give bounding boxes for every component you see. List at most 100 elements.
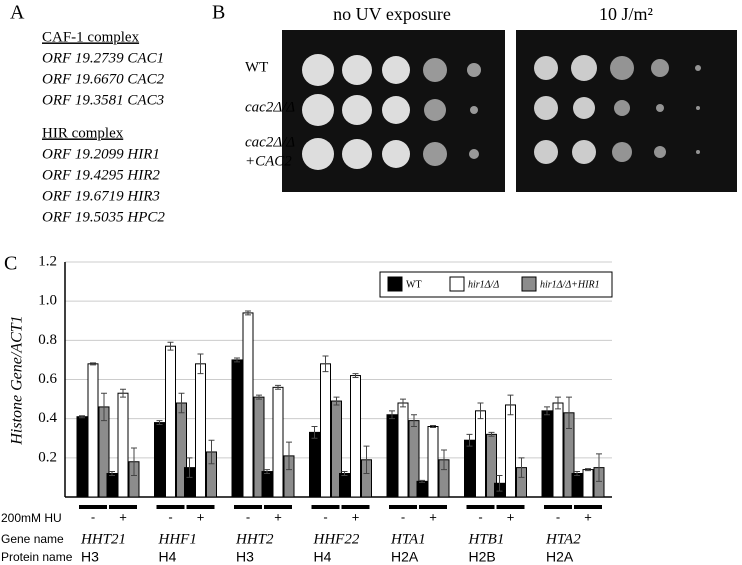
error-bar: [101, 392, 107, 422]
column-label: no UV exposure: [333, 4, 451, 24]
error-bar: [90, 362, 96, 366]
error-bar: [286, 441, 292, 471]
colony-spot: [612, 142, 632, 162]
error-bar: [507, 394, 514, 416]
x-tick-label: -: [556, 509, 560, 524]
x-tick-label: -: [246, 509, 250, 524]
colony-spot: [696, 150, 700, 154]
row-label: cac2Δ/Δ: [245, 99, 295, 115]
bar: [231, 359, 243, 498]
bar: [475, 410, 486, 498]
error-bar: [430, 425, 436, 428]
colony-spot: [696, 106, 700, 110]
colony-spot: [610, 56, 634, 80]
bar: [397, 402, 409, 498]
y-tick-label: 0.6: [38, 371, 57, 387]
bar: [350, 375, 361, 498]
row-label: +CAC2: [245, 153, 292, 169]
bar: [165, 345, 176, 498]
error-bar: [167, 341, 174, 351]
hu-bar: [419, 505, 447, 509]
gene-name: HTA1: [390, 531, 426, 547]
colony-spot: [423, 142, 447, 166]
hu-bar: [389, 505, 417, 509]
error-bar: [208, 439, 215, 465]
error-bar: [389, 410, 395, 420]
colony-spot: [382, 56, 410, 84]
legend-box: [379, 271, 613, 298]
gene-name: HHT21: [80, 531, 126, 547]
colony-spot: [382, 140, 410, 168]
x-tick-label: +: [119, 509, 127, 524]
gene-item: ORF 19.4295 HIR2: [42, 167, 160, 183]
legend-swatch: [387, 276, 403, 292]
colony-spot: [651, 59, 669, 77]
error-bar: [477, 402, 484, 420]
bar: [309, 431, 320, 498]
error-bar: [186, 457, 193, 478]
hu-bar: [311, 505, 340, 509]
hu-bar: [186, 505, 215, 509]
error-bar: [411, 414, 417, 427]
protein-name: H2A: [391, 549, 419, 565]
bar: [154, 422, 165, 498]
protein-name: H3: [236, 549, 254, 565]
colony-spot: [302, 94, 334, 126]
bar: [582, 469, 594, 498]
colony-spot: [534, 140, 558, 164]
error-bar: [234, 357, 240, 363]
x-tick-label: +: [429, 509, 437, 524]
error-bar: [518, 457, 525, 478]
error-bar: [197, 353, 204, 375]
bar: [76, 416, 88, 498]
hu-bar: [109, 505, 137, 509]
error-bar: [256, 394, 262, 400]
x-tick-label: +: [584, 509, 592, 524]
protein-name: H3: [81, 549, 99, 565]
x-tick-label: -: [323, 509, 327, 524]
bar: [261, 471, 273, 498]
bar: [106, 473, 118, 498]
x-tick-label: +: [197, 509, 205, 524]
hu-bar: [544, 505, 572, 509]
protein-name: H2B: [469, 549, 496, 565]
error-bar: [120, 388, 126, 398]
legend-label: hir1Δ/Δ+HIR1: [540, 279, 600, 290]
x-tick-label: -: [91, 509, 95, 524]
hu-bar: [264, 505, 292, 509]
colony-spot: [656, 104, 664, 112]
bar: [541, 410, 553, 498]
gene-name: HHT2: [235, 531, 274, 547]
y-axis-title: Histone Gene/ACT1: [9, 315, 26, 445]
error-bar: [441, 449, 447, 471]
bar: [427, 426, 439, 498]
error-bar: [496, 474, 503, 492]
colony-spot: [695, 65, 701, 71]
bar: [386, 414, 398, 498]
colony-spot: [534, 96, 558, 120]
bar: [505, 404, 516, 498]
colony-spot: [614, 100, 630, 116]
error-bar: [245, 310, 251, 316]
colony-spot: [572, 140, 596, 164]
gene-item: ORF 19.3581 CAC3: [42, 92, 164, 108]
hu-label: 200mM HU: [1, 511, 62, 525]
error-bar: [585, 468, 591, 472]
group-title: CAF-1 complex: [42, 29, 140, 45]
bar: [195, 363, 206, 498]
error-bar: [264, 469, 270, 474]
legend-label: WT: [406, 279, 422, 290]
hu-bar: [574, 505, 602, 509]
gene-item: ORF 19.2739 CAC1: [42, 50, 164, 66]
hu-bar: [341, 505, 370, 509]
colony-spot: [342, 95, 372, 125]
legend-swatch: [521, 276, 537, 292]
error-bar: [275, 384, 281, 390]
hu-bar: [466, 505, 495, 509]
protein-row-label: Protein name: [1, 550, 73, 564]
x-tick-label: +: [352, 509, 360, 524]
error-bar: [400, 398, 406, 408]
hu-bar: [156, 505, 185, 509]
y-tick-label: 1.0: [38, 293, 57, 309]
